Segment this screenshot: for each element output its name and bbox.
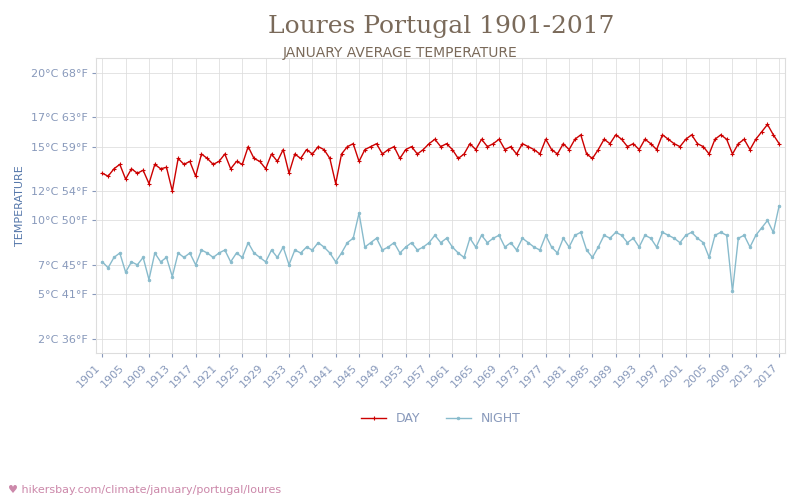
NIGHT [255, 254, 265, 260]
DAY [734, 140, 743, 146]
DAY [261, 166, 270, 172]
DAY [406, 144, 416, 150]
NIGHT [98, 259, 107, 265]
Line: DAY: DAY [100, 122, 782, 193]
NIGHT [226, 259, 235, 265]
DAY [762, 122, 772, 128]
DAY [232, 158, 242, 164]
DAY [243, 144, 253, 150]
Title: Loures Portugal 1901-2017: Loures Portugal 1901-2017 [267, 15, 614, 38]
NIGHT [278, 244, 288, 250]
Text: JANUARY AVERAGE TEMPERATURE: JANUARY AVERAGE TEMPERATURE [282, 46, 518, 60]
DAY [98, 170, 107, 176]
NIGHT [238, 254, 247, 260]
Y-axis label: TEMPERATURE: TEMPERATURE [15, 166, 25, 246]
Line: NIGHT: NIGHT [101, 204, 781, 293]
NIGHT [734, 235, 743, 241]
NIGHT [774, 202, 784, 208]
Legend: DAY, NIGHT: DAY, NIGHT [356, 407, 526, 430]
NIGHT [728, 288, 738, 294]
DAY [774, 140, 784, 146]
DAY [167, 188, 177, 194]
NIGHT [401, 244, 410, 250]
Text: ♥ hikersbay.com/climate/january/portugal/loures: ♥ hikersbay.com/climate/january/portugal… [8, 485, 281, 495]
DAY [284, 170, 294, 176]
